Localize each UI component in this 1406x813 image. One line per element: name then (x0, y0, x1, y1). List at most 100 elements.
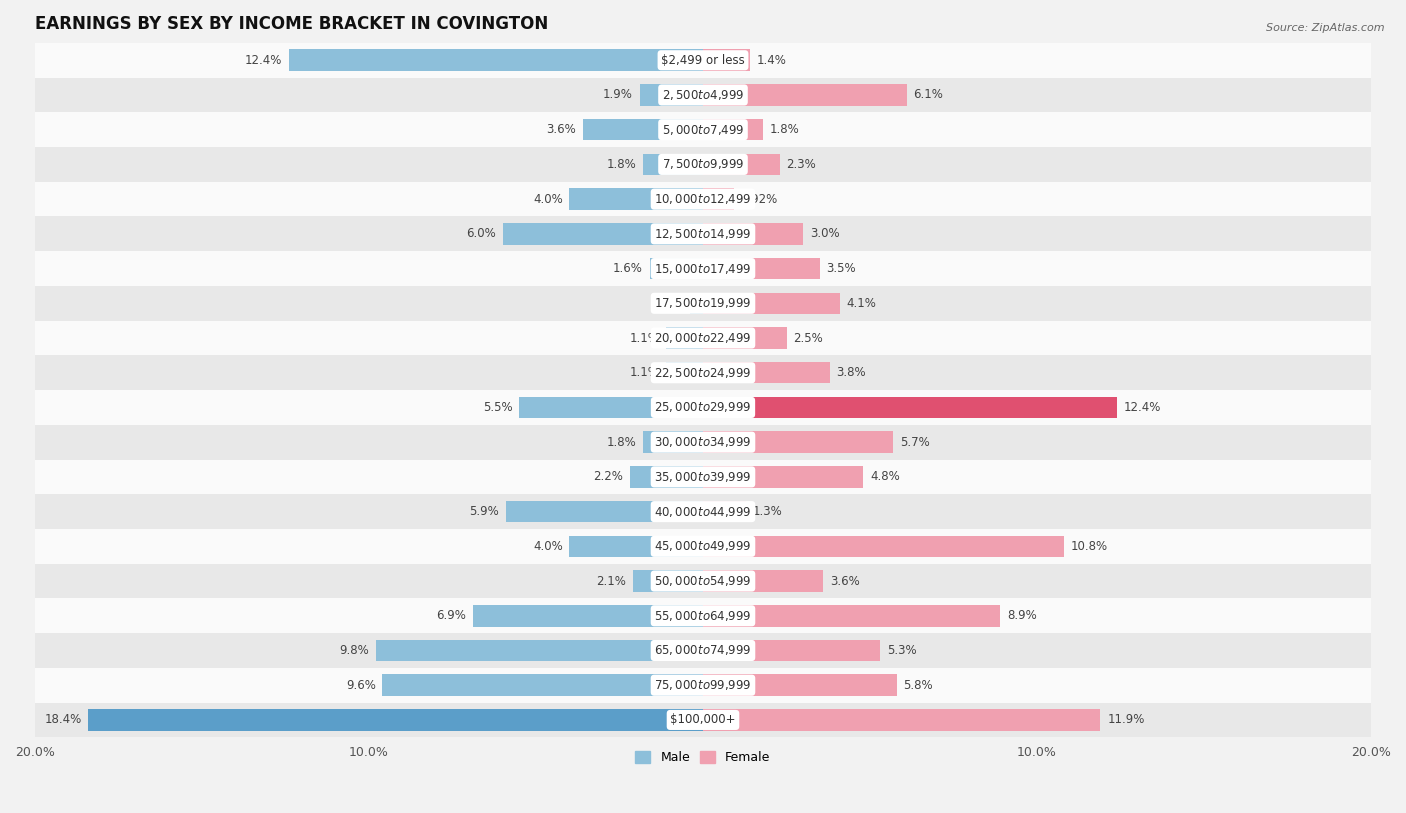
Bar (703, 397, 1118, 418)
Text: 8.9%: 8.9% (1007, 609, 1036, 622)
Text: 1.8%: 1.8% (606, 436, 636, 449)
Bar (630, 466, 703, 488)
Bar (35, 251, 1371, 286)
Bar (703, 640, 880, 661)
Text: $50,000 to $54,999: $50,000 to $54,999 (654, 574, 752, 588)
Bar (703, 119, 763, 141)
Bar (382, 675, 703, 696)
Text: $75,000 to $99,999: $75,000 to $99,999 (654, 678, 752, 692)
Bar (703, 189, 734, 210)
Text: $55,000 to $64,999: $55,000 to $64,999 (654, 609, 752, 623)
Text: 18.4%: 18.4% (45, 714, 82, 727)
Text: 2.3%: 2.3% (786, 158, 817, 171)
Text: $100,000+: $100,000+ (671, 714, 735, 727)
Bar (472, 605, 703, 627)
Bar (35, 216, 1371, 251)
Bar (640, 85, 703, 106)
Text: 6.9%: 6.9% (436, 609, 465, 622)
Bar (703, 675, 897, 696)
Bar (35, 633, 1371, 667)
Bar (35, 182, 1371, 216)
Text: $17,500 to $19,999: $17,500 to $19,999 (654, 296, 752, 311)
Text: 5.7%: 5.7% (900, 436, 929, 449)
Text: 3.0%: 3.0% (810, 228, 839, 241)
Text: 11.9%: 11.9% (1107, 714, 1144, 727)
Text: $12,500 to $14,999: $12,500 to $14,999 (654, 227, 752, 241)
Text: 1.6%: 1.6% (613, 262, 643, 275)
Text: 0.92%: 0.92% (741, 193, 778, 206)
Bar (703, 605, 1000, 627)
Bar (582, 119, 703, 141)
Text: 1.1%: 1.1% (630, 332, 659, 345)
Text: 5.9%: 5.9% (470, 505, 499, 518)
Bar (703, 570, 824, 592)
Bar (35, 355, 1371, 390)
Bar (643, 432, 703, 453)
Text: 5.3%: 5.3% (887, 644, 917, 657)
Text: $22,500 to $24,999: $22,500 to $24,999 (654, 366, 752, 380)
Text: 4.1%: 4.1% (846, 297, 876, 310)
Text: $7,500 to $9,999: $7,500 to $9,999 (662, 158, 744, 172)
Text: 3.6%: 3.6% (547, 124, 576, 137)
Bar (519, 397, 703, 418)
Bar (35, 43, 1371, 77)
Bar (703, 536, 1064, 557)
Text: 2.1%: 2.1% (596, 575, 626, 588)
Bar (666, 328, 703, 349)
Bar (35, 147, 1371, 182)
Text: $65,000 to $74,999: $65,000 to $74,999 (654, 644, 752, 658)
Text: 6.0%: 6.0% (467, 228, 496, 241)
Text: $25,000 to $29,999: $25,000 to $29,999 (654, 401, 752, 415)
Text: 10.8%: 10.8% (1070, 540, 1108, 553)
Text: 3.6%: 3.6% (830, 575, 859, 588)
Bar (35, 77, 1371, 112)
Bar (703, 709, 1101, 731)
Bar (35, 425, 1371, 459)
Bar (35, 598, 1371, 633)
Legend: Male, Female: Male, Female (630, 746, 776, 769)
Bar (633, 570, 703, 592)
Bar (703, 154, 780, 175)
Bar (288, 50, 703, 71)
Bar (703, 85, 907, 106)
Text: 12.4%: 12.4% (1123, 401, 1161, 414)
Text: $5,000 to $7,499: $5,000 to $7,499 (662, 123, 744, 137)
Text: 3.5%: 3.5% (827, 262, 856, 275)
Text: 1.8%: 1.8% (770, 124, 800, 137)
Bar (375, 640, 703, 661)
Text: 1.4%: 1.4% (756, 54, 786, 67)
Bar (35, 667, 1371, 702)
Bar (703, 466, 863, 488)
Text: 4.0%: 4.0% (533, 193, 562, 206)
Text: 2.2%: 2.2% (593, 471, 623, 484)
Text: $30,000 to $34,999: $30,000 to $34,999 (654, 435, 752, 449)
Bar (502, 223, 703, 245)
Bar (35, 286, 1371, 320)
Text: 1.9%: 1.9% (603, 89, 633, 102)
Text: $2,500 to $4,999: $2,500 to $4,999 (662, 88, 744, 102)
Text: 4.8%: 4.8% (870, 471, 900, 484)
Text: 5.5%: 5.5% (484, 401, 513, 414)
Bar (35, 390, 1371, 425)
Bar (689, 293, 703, 314)
Text: $40,000 to $44,999: $40,000 to $44,999 (654, 505, 752, 519)
Bar (703, 258, 820, 280)
Text: 9.8%: 9.8% (339, 644, 368, 657)
Bar (35, 563, 1371, 598)
Text: $45,000 to $49,999: $45,000 to $49,999 (654, 539, 752, 554)
Bar (35, 459, 1371, 494)
Text: $20,000 to $22,499: $20,000 to $22,499 (654, 331, 752, 345)
Text: $2,499 or less: $2,499 or less (661, 54, 745, 67)
Bar (703, 501, 747, 523)
Text: $10,000 to $12,499: $10,000 to $12,499 (654, 192, 752, 207)
Bar (703, 293, 839, 314)
Text: Source: ZipAtlas.com: Source: ZipAtlas.com (1267, 23, 1385, 33)
Bar (643, 154, 703, 175)
Text: $15,000 to $17,499: $15,000 to $17,499 (654, 262, 752, 276)
Text: 0.4%: 0.4% (654, 297, 683, 310)
Text: $35,000 to $39,999: $35,000 to $39,999 (654, 470, 752, 484)
Bar (35, 702, 1371, 737)
Bar (703, 223, 803, 245)
Bar (89, 709, 703, 731)
Text: 1.1%: 1.1% (630, 366, 659, 379)
